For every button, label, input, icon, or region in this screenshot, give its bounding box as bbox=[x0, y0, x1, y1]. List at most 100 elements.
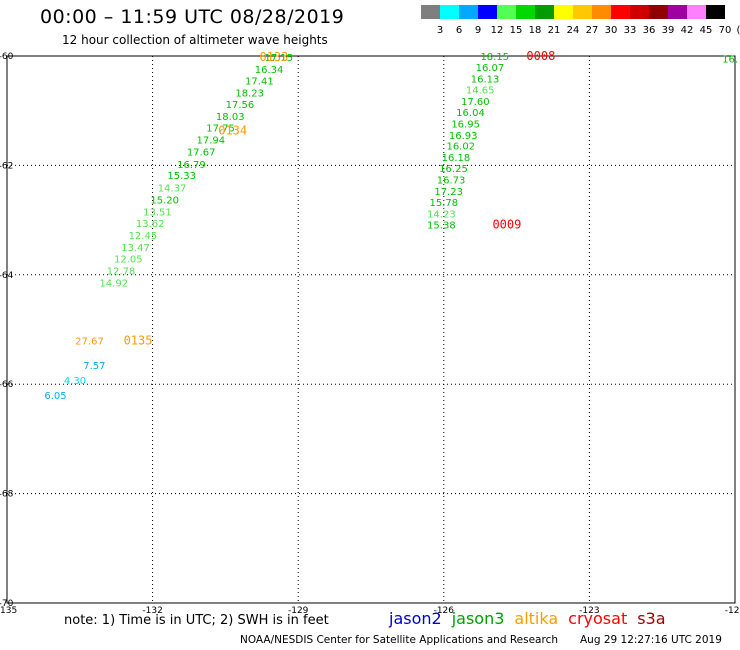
satellite-legend-item: altika bbox=[514, 609, 559, 628]
pass-number-label: 0135 bbox=[124, 333, 153, 347]
satellite-legend-item: cryosat bbox=[568, 609, 628, 628]
color-scale-swatch bbox=[611, 5, 630, 19]
wave-height-value: 17.41 bbox=[245, 77, 274, 88]
page-subtitle: 12 hour collection of altimeter wave hei… bbox=[62, 33, 328, 47]
wave-height-value: 6.05 bbox=[44, 391, 66, 402]
color-scale-swatch bbox=[421, 5, 440, 19]
color-scale-swatch bbox=[516, 5, 535, 19]
color-scale-swatch bbox=[592, 5, 611, 19]
color-scale-swatch bbox=[668, 5, 687, 19]
map-frame bbox=[6, 55, 736, 604]
color-scale-tick-label: 3 bbox=[436, 25, 444, 36]
wave-height-value: 16.73 bbox=[437, 176, 466, 187]
wave-height-value: 14.23 bbox=[427, 210, 456, 221]
color-scale-tick-label: 27 bbox=[585, 25, 599, 36]
satellite-legend-item: jason3 bbox=[451, 609, 505, 628]
wave-height-value: 17.15 bbox=[264, 53, 293, 64]
wave-height-value: 14.92 bbox=[99, 278, 128, 289]
lon-label: -126 bbox=[434, 606, 455, 616]
wave-height-value: 12.45 bbox=[129, 231, 158, 242]
lon-label: -120 bbox=[725, 606, 740, 616]
color-scale-tick-label: 42 bbox=[680, 25, 694, 36]
wave-height-value: 4.30 bbox=[64, 376, 86, 387]
wave-height-value: 17.23 bbox=[434, 187, 463, 198]
wave-height-value: 16. bbox=[722, 55, 738, 66]
wave-height-value: 17.60 bbox=[461, 97, 490, 108]
wave-height-value: 16.95 bbox=[451, 119, 480, 130]
lat-label: -64 bbox=[0, 271, 14, 281]
color-scale-swatch bbox=[497, 5, 516, 19]
wave-height-value: 13.51 bbox=[143, 207, 172, 218]
lat-label: -68 bbox=[0, 490, 14, 500]
wave-height-value: 15.33 bbox=[167, 171, 196, 182]
pass-number-label: 0009 bbox=[492, 217, 521, 231]
wave-height-value: 18.23 bbox=[235, 89, 264, 100]
color-scale-swatch bbox=[687, 5, 706, 19]
wave-height-value: 15.20 bbox=[150, 195, 179, 206]
wave-height-value: 17.56 bbox=[226, 100, 255, 111]
wave-height-value: 16.07 bbox=[476, 63, 505, 74]
wave-height-value: 14.37 bbox=[158, 183, 187, 194]
color-scale-tick-label: 9 bbox=[474, 25, 482, 36]
wave-height-value: 16.25 bbox=[439, 164, 468, 175]
wave-height-value: 27.67 bbox=[75, 336, 104, 347]
color-scale-swatch bbox=[630, 5, 649, 19]
color-scale-tick-label: 39 bbox=[661, 25, 675, 36]
wave-height-value: 16.18 bbox=[442, 153, 471, 164]
lon-label: -132 bbox=[142, 606, 162, 616]
footer-note: note: 1) Time is in UTC; 2) SWH is in fe… bbox=[64, 613, 329, 628]
color-scale-swatch bbox=[459, 5, 478, 19]
color-scale-tick-label: 45 bbox=[699, 25, 713, 36]
wave-height-value: 16.93 bbox=[449, 131, 478, 142]
color-scale-tick-label: (ft) bbox=[736, 25, 740, 36]
color-scale-tick-label: 12 bbox=[490, 25, 504, 36]
footer-timestamp: Aug 29 12:27:16 UTC 2019 bbox=[580, 634, 722, 646]
wave-height-value: 18.15 bbox=[480, 52, 509, 63]
wave-height-value: 12.05 bbox=[114, 254, 143, 265]
wave-height-value: 13.62 bbox=[136, 219, 165, 230]
wave-height-value: 15.78 bbox=[429, 198, 458, 209]
color-scale-tick-label: 18 bbox=[528, 25, 542, 36]
lat-label: -62 bbox=[0, 161, 13, 171]
color-scale-swatch bbox=[478, 5, 497, 19]
wave-height-value: 18.03 bbox=[216, 112, 245, 123]
wave-height-value: 13.47 bbox=[121, 243, 150, 254]
color-scale-swatch bbox=[440, 5, 459, 19]
lat-label: -70 bbox=[0, 599, 14, 609]
color-scale-swatch bbox=[649, 5, 668, 19]
wave-height-value: 14.65 bbox=[466, 85, 495, 96]
wave-height-value: 16.13 bbox=[471, 74, 500, 85]
lon-label: -123 bbox=[579, 606, 599, 616]
wave-height-value: 16.79 bbox=[177, 160, 206, 171]
page-title: 00:00 – 11:59 UTC 08/28/2019 bbox=[40, 6, 345, 28]
satellite-legend-item: s3a bbox=[637, 609, 666, 628]
color-scale-tick-label: 21 bbox=[547, 25, 561, 36]
lat-label: -60 bbox=[0, 52, 14, 62]
lon-label: -135 bbox=[0, 606, 17, 616]
wave-height-value: 16.04 bbox=[456, 108, 485, 119]
lon-label: -129 bbox=[288, 606, 309, 616]
color-scale-tick-label: 24 bbox=[566, 25, 580, 36]
footer-credit: NOAA/NESDIS Center for Satellite Applica… bbox=[240, 634, 558, 646]
color-scale-tick-label: 30 bbox=[604, 25, 618, 36]
wave-height-value: 16.34 bbox=[255, 65, 284, 76]
wave-height-value: 16.02 bbox=[446, 142, 475, 153]
color-scale-swatch bbox=[535, 5, 554, 19]
color-scale-swatch bbox=[554, 5, 573, 19]
color-scale-tick-label: 6 bbox=[455, 25, 463, 36]
wave-height-value: 17.75 bbox=[206, 124, 235, 135]
color-scale-swatch bbox=[573, 5, 592, 19]
color-scale-tick-label: 33 bbox=[623, 25, 637, 36]
pass-number-label: 0008 bbox=[526, 49, 555, 63]
satellite-legend-item: jason2 bbox=[389, 609, 442, 628]
color-scale-tick-label: 70 bbox=[718, 25, 732, 36]
satellite-legend: jason2 jason3 altika cryosat s3a bbox=[389, 609, 676, 628]
lat-label: -66 bbox=[0, 380, 14, 390]
color-scale-tick-label: 15 bbox=[509, 25, 523, 36]
wave-height-value: 7.57 bbox=[83, 361, 105, 372]
pass-number-label: 0134 bbox=[218, 123, 247, 137]
color-scale-swatch bbox=[706, 5, 725, 19]
wave-height-value: 17.94 bbox=[197, 136, 226, 147]
